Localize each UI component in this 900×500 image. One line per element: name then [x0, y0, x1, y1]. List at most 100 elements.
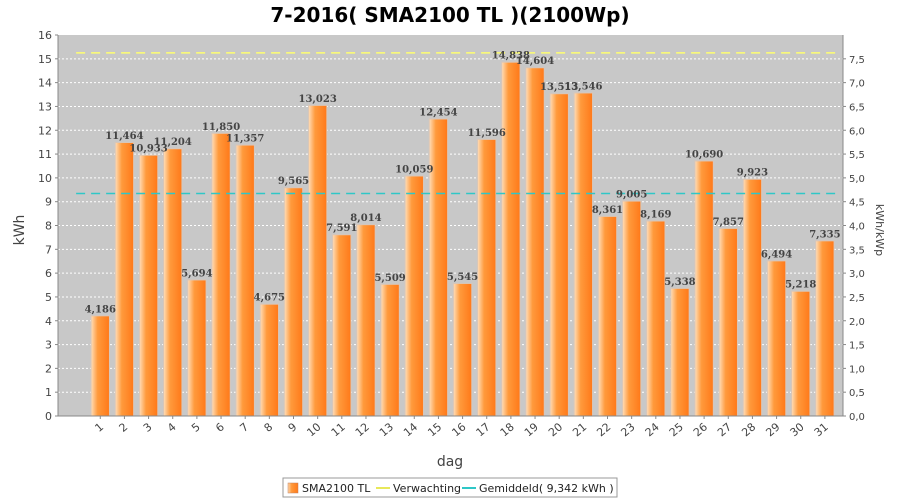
data-label: 7,857	[713, 217, 744, 228]
data-label: 12,454	[419, 107, 457, 118]
x-tick-label: 26	[691, 420, 710, 439]
bar	[405, 176, 423, 416]
chart-title: 7-2016( SMA2100 TL )(2100Wp)	[270, 3, 629, 27]
bar-series	[90, 61, 835, 417]
x-tick-label: 29	[763, 420, 782, 439]
x-tick-label: 27	[715, 420, 734, 439]
data-label: 10,933	[129, 144, 167, 155]
legend-box	[282, 477, 618, 498]
x-tick-label: 30	[788, 420, 807, 439]
bar	[767, 261, 786, 416]
y-tick-label: 13	[38, 100, 52, 113]
y2-tick-label: 1,0	[849, 364, 865, 375]
x-tick-label: 24	[643, 420, 662, 439]
x-tick-label: 2	[117, 420, 131, 434]
y2-tick-label: 7,5	[849, 55, 865, 66]
bar	[333, 235, 351, 416]
x-tick-label: 10	[305, 420, 324, 439]
bar	[574, 93, 593, 416]
bar	[550, 94, 568, 417]
y2-tick-label: 6,5	[849, 102, 865, 113]
x-tick-label: 12	[353, 420, 372, 439]
x-axis-label: dag	[437, 454, 463, 470]
y2-axis-label: kWh/kWp	[873, 204, 886, 256]
x-tick-label: 28	[739, 420, 758, 439]
y-tick-label: 14	[38, 77, 52, 90]
gridlines	[58, 58, 843, 393]
y-tick-label: 0	[45, 410, 52, 423]
bar	[695, 161, 713, 416]
y-tick-label: 15	[38, 53, 52, 66]
x-tick-label: 1	[92, 420, 106, 434]
y-tick-label: 10	[38, 172, 52, 185]
y2-tick-label: 3,0	[849, 269, 865, 280]
bar	[212, 133, 230, 416]
bar	[453, 283, 472, 416]
bar	[260, 304, 279, 416]
bar	[478, 139, 496, 417]
x-axis-ticks: 1 2 3 4 5 6 7 8 9 10 11 12 13 14 15 16 17 18 19 20 21 22 23 24 2…	[92, 416, 831, 439]
x-tick-label: 8	[262, 420, 276, 434]
data-label: 11,850	[202, 122, 240, 133]
y-tick-label: 7	[45, 243, 52, 256]
y2-tick-label: 1,5	[849, 341, 865, 352]
bar	[598, 216, 617, 416]
data-label: 11,464	[105, 131, 143, 142]
y2-tick-label: 0,0	[849, 412, 865, 423]
y-tick-label: 5	[45, 291, 52, 304]
data-label: 14,604	[516, 56, 554, 67]
legend: SMA2100 TL Verwachting Gemiddeld( 9,342 …	[282, 477, 618, 498]
y2-tick-label: 5,5	[849, 150, 865, 161]
data-label: 11,357	[226, 134, 264, 145]
x-tick-label: 16	[449, 420, 468, 439]
data-label: 5,218	[785, 280, 816, 291]
bar	[526, 68, 544, 416]
x-tick-label: 11	[329, 420, 348, 439]
bar	[502, 62, 520, 416]
bar	[816, 241, 834, 416]
x-tick-label: 18	[498, 420, 517, 439]
y-tick-label: 11	[38, 148, 52, 161]
data-label: 5,509	[374, 273, 405, 284]
bar	[284, 188, 303, 416]
x-tick-label: 21	[570, 420, 589, 439]
y-axis-label: kWh	[12, 215, 28, 246]
data-label: 9,005	[616, 190, 647, 201]
y2-tick-label: 6,0	[849, 126, 865, 137]
y-tick-label: 1	[45, 386, 52, 399]
y2-tick-label: 2,5	[849, 293, 865, 304]
data-label: 13,546	[564, 81, 602, 92]
bar	[719, 228, 737, 416]
data-label: 5,694	[181, 268, 212, 279]
x-tick-label: 3	[141, 420, 155, 434]
bar	[188, 280, 206, 416]
data-label: 6,494	[761, 249, 792, 260]
x-tick-label: 14	[401, 420, 420, 439]
data-label: 8,361	[592, 205, 623, 216]
x-tick-label: 20	[546, 420, 565, 439]
data-label: 10,690	[685, 149, 723, 160]
legend-item-expected: Verwachting	[393, 482, 461, 495]
y-tick-label: 16	[38, 29, 52, 42]
x-tick-label: 6	[213, 420, 227, 434]
x-tick-label: 9	[286, 420, 300, 434]
x-tick-label: 15	[425, 420, 444, 439]
bar	[792, 291, 810, 416]
data-label: 5,545	[447, 272, 478, 283]
y-tick-label: 4	[45, 315, 52, 328]
y-tick-label: 9	[45, 196, 52, 209]
y-tick-label: 3	[45, 339, 52, 352]
y-tick-label: 6	[45, 267, 52, 280]
x-tick-label: 25	[667, 420, 686, 439]
bar	[236, 145, 254, 416]
legend-item-bar: SMA2100 TL	[302, 482, 371, 495]
y-tick-label: 8	[45, 220, 52, 233]
data-label: 4,186	[85, 304, 116, 315]
x-tick-label: 17	[474, 420, 493, 439]
legend-item-average: Gemiddeld( 9,342 kWh )	[479, 482, 614, 495]
bar	[357, 225, 375, 416]
data-label: 7,591	[326, 223, 357, 234]
bar	[622, 201, 641, 416]
